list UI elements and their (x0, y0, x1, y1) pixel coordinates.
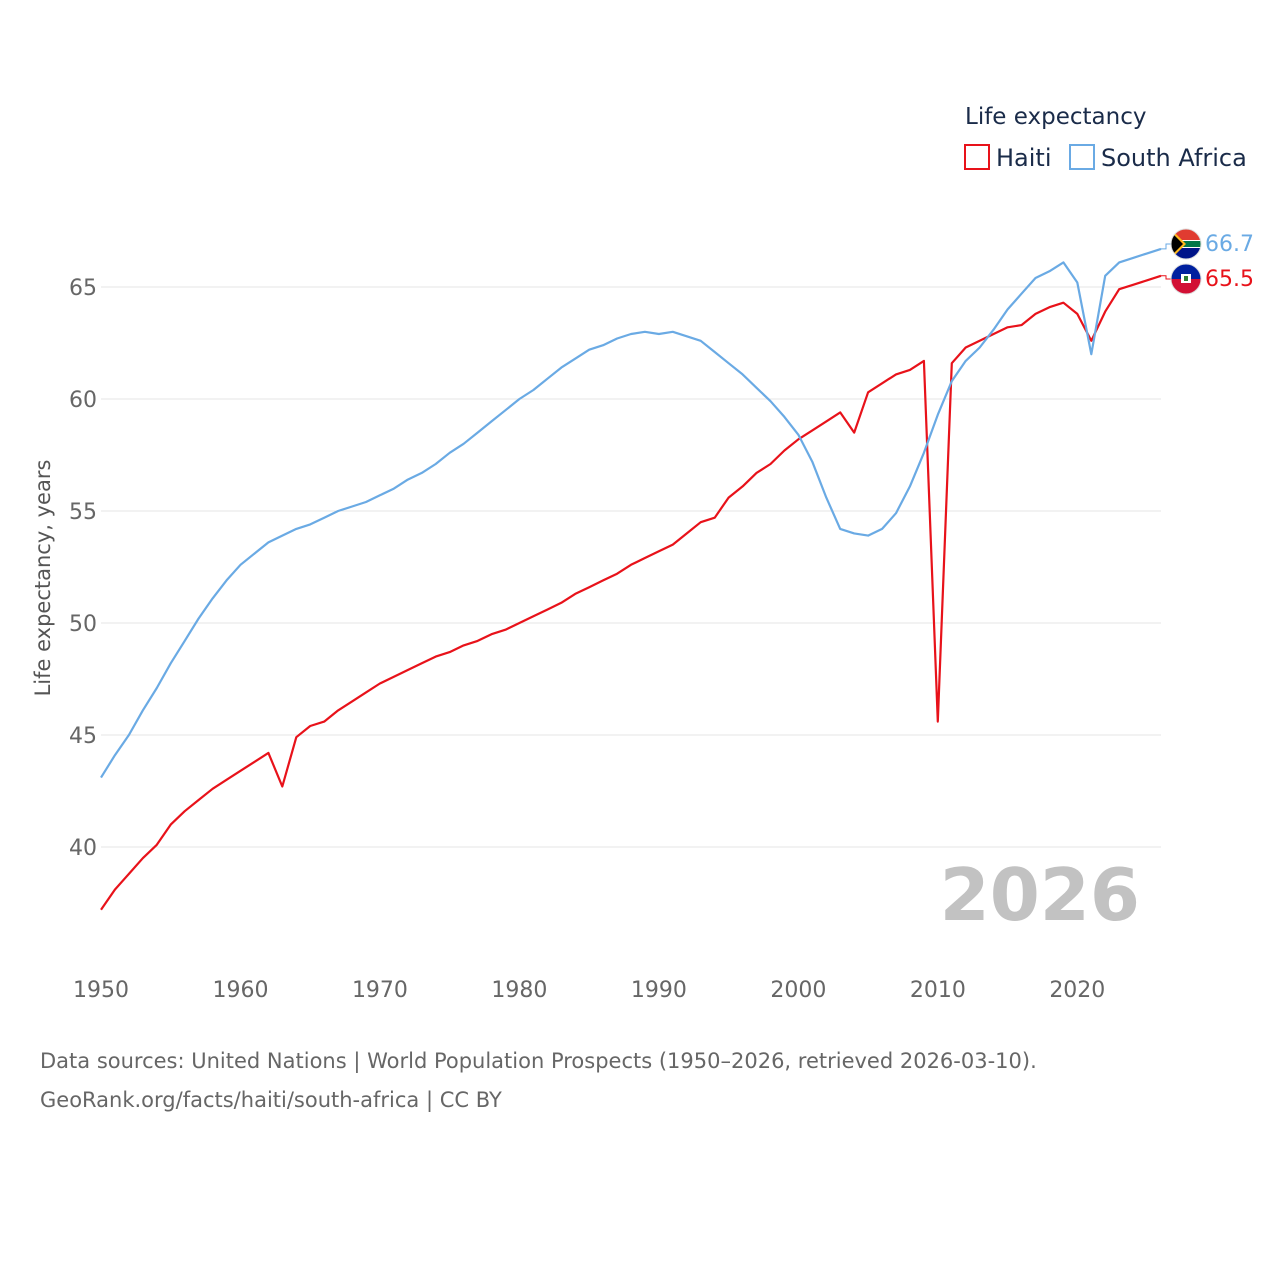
y-tick-label: 45 (69, 724, 97, 749)
x-axis-ticks: 1950 1960 1970 1980 1990 2000 2010 2020 (73, 978, 1105, 1003)
legend-swatch-south-africa (1069, 144, 1095, 170)
y-tick-label: 55 (69, 500, 97, 525)
legend: Life expectancy Haiti South Africa (964, 104, 1247, 172)
series-lines (100, 243, 1171, 911)
legend-label-south-africa: South Africa (1101, 144, 1247, 172)
legend-swatch-haiti (964, 144, 990, 170)
legend-label-haiti: Haiti (996, 144, 1052, 172)
y-tick-label: 65 (69, 276, 97, 301)
gridlines (101, 286, 1161, 848)
legend-item-south-africa[interactable]: South Africa (1069, 144, 1247, 172)
end-connector (1161, 275, 1171, 280)
x-tick-label: 1990 (631, 978, 687, 1003)
x-tick-label: 1980 (491, 978, 547, 1003)
source-note: Data sources: United Nations | World Pop… (40, 1042, 1037, 1120)
x-tick-label: 1950 (73, 978, 129, 1003)
haiti-end-value: 65.5 (1205, 267, 1254, 292)
end-connector (1161, 243, 1171, 250)
legend-item-haiti[interactable]: Haiti (964, 144, 1052, 172)
series-line-south-africa[interactable] (100, 247, 1162, 779)
x-tick-label: 2000 (770, 978, 826, 1003)
haiti-flag-icon (1171, 264, 1201, 294)
x-tick-label: 2020 (1049, 978, 1105, 1003)
x-tick-label: 1970 (352, 978, 408, 1003)
attribution-link[interactable]: GeoRank.org/facts/haiti/south-africa | C… (40, 1088, 502, 1112)
y-tick-label: 60 (69, 388, 97, 413)
y-axis-ticks: 40 45 50 55 60 65 (69, 276, 97, 861)
y-axis-title: Life expectancy, years (31, 460, 55, 697)
y-tick-label: 50 (69, 612, 97, 637)
x-tick-label: 2010 (910, 978, 966, 1003)
x-tick-label: 1960 (212, 978, 268, 1003)
data-source-text: Data sources: United Nations | World Pop… (40, 1049, 1037, 1073)
series-line-haiti[interactable] (100, 274, 1162, 911)
current-year-label: 2026 (940, 853, 1140, 937)
south-africa-end-value: 66.7 (1205, 232, 1254, 257)
y-tick-label: 40 (69, 836, 97, 861)
south-africa-flag-icon (1171, 229, 1201, 259)
legend-title: Life expectancy (965, 104, 1146, 130)
